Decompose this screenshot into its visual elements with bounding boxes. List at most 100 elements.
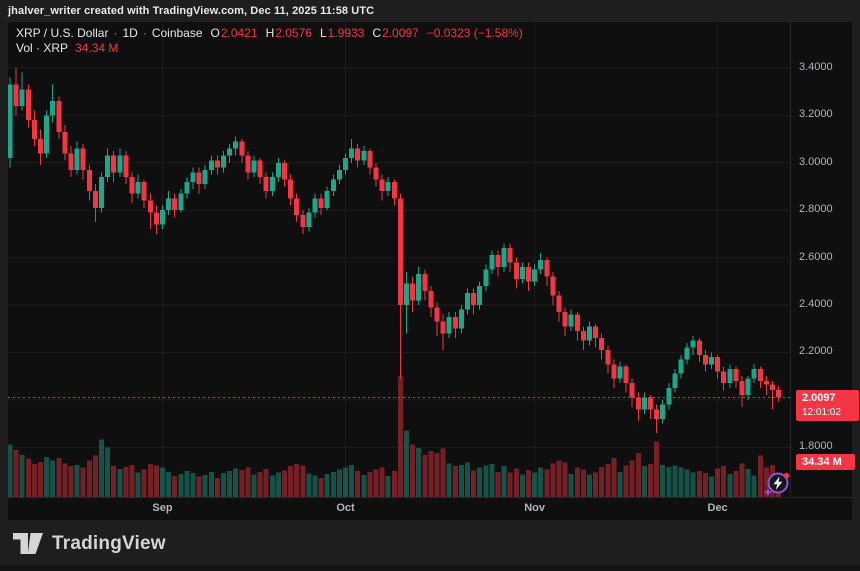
candle-body bbox=[562, 312, 568, 327]
candle-body bbox=[751, 368, 757, 379]
interval-label[interactable]: 1D bbox=[122, 26, 138, 40]
volume-bar bbox=[160, 467, 165, 497]
candle-body bbox=[324, 191, 330, 208]
volume-bar bbox=[92, 455, 98, 497]
volume-bar bbox=[385, 476, 391, 497]
candle-body bbox=[440, 321, 446, 334]
candle-body bbox=[202, 169, 208, 185]
candle-body bbox=[770, 384, 775, 390]
volume-bar bbox=[257, 471, 263, 497]
volume-bar bbox=[721, 466, 727, 497]
volume-bar bbox=[117, 469, 123, 497]
volume-bar bbox=[666, 466, 672, 497]
volume-label[interactable]: Vol · XRP bbox=[16, 41, 69, 55]
boost-button[interactable] bbox=[764, 470, 791, 497]
volume-bar bbox=[751, 475, 757, 497]
volume-bar bbox=[349, 464, 355, 497]
volume-bar bbox=[556, 460, 562, 497]
candle-body bbox=[745, 378, 751, 396]
candle-body bbox=[44, 115, 50, 154]
volume-bar bbox=[221, 472, 226, 497]
candle-body bbox=[239, 141, 245, 156]
volume-bar bbox=[404, 430, 409, 497]
volume-bar bbox=[440, 448, 446, 497]
candlestick-chart-canvas[interactable] bbox=[8, 22, 790, 497]
volume-bar bbox=[458, 464, 464, 497]
volume-bar bbox=[593, 472, 599, 497]
close-value: 2.0097 bbox=[382, 26, 419, 40]
volume-bar bbox=[465, 462, 470, 497]
price-axis[interactable]: 2.0097 12:01:02 34.34 M 3.4000 3.2000 3.00… bbox=[790, 22, 859, 497]
candle-body bbox=[507, 248, 513, 263]
volume-bar bbox=[672, 465, 678, 497]
volume-bar bbox=[263, 469, 269, 497]
volume-bar bbox=[8, 444, 13, 497]
volume-bar bbox=[172, 476, 178, 497]
volume-bar bbox=[178, 473, 184, 497]
candle-body bbox=[666, 387, 672, 405]
volume-bar bbox=[379, 467, 385, 497]
volume-bar bbox=[623, 465, 629, 497]
candle-body bbox=[269, 177, 275, 192]
price-chart-area[interactable] bbox=[8, 22, 790, 497]
candle-body bbox=[25, 89, 31, 121]
volume-bar bbox=[19, 455, 25, 497]
volume-bar bbox=[763, 467, 769, 497]
candle-body bbox=[587, 326, 592, 341]
time-axis-label-dec: Dec bbox=[707, 502, 728, 514]
candle-body bbox=[129, 177, 135, 194]
volume-bar bbox=[294, 463, 300, 497]
legend-separator: · bbox=[113, 26, 118, 40]
legend-separator: · bbox=[142, 26, 147, 40]
volume-bar bbox=[660, 464, 666, 497]
candle-body bbox=[349, 148, 355, 159]
volume-bar bbox=[513, 468, 519, 497]
volume-bar bbox=[123, 466, 129, 497]
volume-bar bbox=[373, 469, 379, 497]
current-price-value: 2.0097 bbox=[802, 391, 836, 404]
symbol-title[interactable]: XRP / U.S. Dollar bbox=[16, 26, 109, 40]
exchange-label[interactable]: Coinbase bbox=[151, 26, 203, 40]
volume-bar bbox=[641, 466, 647, 497]
candle-body bbox=[641, 397, 647, 410]
candle-body bbox=[282, 162, 287, 180]
tradingview-logo[interactable]: TradingView bbox=[13, 533, 166, 555]
volume-bar bbox=[434, 452, 440, 497]
candle-body bbox=[196, 172, 202, 185]
candle-body bbox=[111, 155, 117, 173]
candle-body bbox=[428, 290, 434, 308]
price-axis-label: 3.4000 bbox=[799, 61, 833, 73]
volume-bar bbox=[507, 472, 513, 497]
candle-body bbox=[275, 162, 281, 178]
volume-bar bbox=[38, 462, 43, 497]
volume-bar bbox=[184, 471, 190, 497]
candle-body bbox=[300, 214, 306, 227]
volume-bar bbox=[214, 477, 220, 497]
volume-bar bbox=[544, 469, 550, 497]
volume-bar bbox=[56, 457, 62, 497]
bar-countdown: 12:01:02 bbox=[802, 406, 841, 418]
candle-body bbox=[709, 357, 714, 365]
volume-bar bbox=[580, 469, 586, 497]
current-price-badge: 2.0097 12:01:02 bbox=[796, 389, 859, 421]
ohlc-close: C2.0097 bbox=[372, 26, 419, 40]
candle-body bbox=[580, 331, 586, 341]
candle-body bbox=[446, 316, 452, 334]
volume-bar bbox=[519, 474, 525, 497]
candle-body bbox=[251, 160, 257, 173]
candle-body bbox=[489, 255, 495, 270]
candle-body bbox=[672, 373, 678, 388]
volume-bar bbox=[397, 376, 403, 497]
volume-bar bbox=[99, 439, 104, 497]
volume-bar bbox=[330, 471, 336, 497]
volume-bar bbox=[678, 467, 684, 497]
volume-bar bbox=[13, 449, 19, 497]
volume-bar bbox=[68, 466, 74, 497]
volume-bar bbox=[702, 473, 708, 497]
candle-body bbox=[318, 198, 324, 208]
time-axis[interactable]: Sep Oct Nov Dec bbox=[8, 497, 852, 521]
volume-bar bbox=[587, 474, 592, 497]
bottom-strip bbox=[0, 565, 860, 571]
volume-bar bbox=[635, 452, 641, 497]
